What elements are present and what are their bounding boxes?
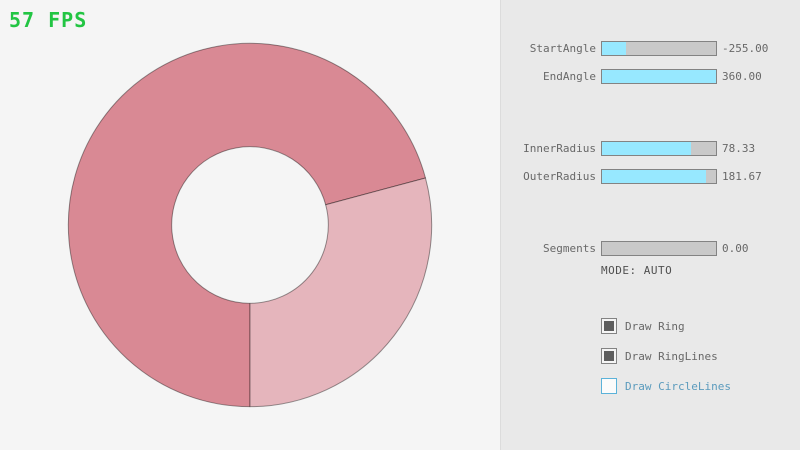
slider-value: -255.00 xyxy=(722,41,769,55)
slider-row-innerradius: InnerRadius 78.33 xyxy=(501,140,800,156)
checkbox-box[interactable] xyxy=(601,348,617,364)
slider-fill xyxy=(602,141,691,155)
slider-outerradius[interactable] xyxy=(601,168,717,184)
mode-label: MODE: AUTO xyxy=(601,264,673,277)
slider-row-outerradius: OuterRadius 181.67 xyxy=(501,168,800,184)
checkbox-label: Draw RingLines xyxy=(625,349,718,363)
slider-label: EndAngle xyxy=(543,69,596,83)
slider-fill xyxy=(602,69,716,83)
slider-row-segments: Segments 0.00 xyxy=(501,240,800,256)
ring-drawing-area xyxy=(67,42,433,408)
control-panel: StartAngle -255.00 EndAngle 360.00 Inner… xyxy=(500,0,800,450)
checkbox-draw-ring[interactable]: Draw Ring xyxy=(601,318,685,334)
checkbox-box[interactable] xyxy=(601,318,617,334)
slider-label: InnerRadius xyxy=(523,141,596,155)
slider-value: 360.00 xyxy=(722,69,762,83)
slider-row-startangle: StartAngle -255.00 xyxy=(501,40,800,56)
slider-fill xyxy=(602,169,706,183)
slider-endangle[interactable] xyxy=(601,68,717,84)
slider-label: StartAngle xyxy=(529,41,596,55)
slider-startangle[interactable] xyxy=(601,40,717,56)
checkbox-draw-ringlines[interactable]: Draw RingLines xyxy=(601,348,718,364)
checkbox-box[interactable] xyxy=(601,378,617,394)
fps-counter: 57 FPS xyxy=(9,8,88,32)
checkbox-draw-circlelines[interactable]: Draw CircleLines xyxy=(601,378,731,394)
slider-row-endangle: EndAngle 360.00 xyxy=(501,68,800,84)
checkbox-label: Draw CircleLines xyxy=(625,379,731,393)
slider-fill xyxy=(602,41,626,55)
slider-value: 78.33 xyxy=(722,141,756,155)
slider-value: 0.00 xyxy=(722,241,749,255)
checkbox-label: Draw Ring xyxy=(625,319,685,333)
slider-label: OuterRadius xyxy=(523,169,596,183)
ring-sector-light xyxy=(249,177,433,408)
slider-label: Segments xyxy=(543,241,596,255)
slider-segments[interactable] xyxy=(601,240,717,256)
slider-innerradius[interactable] xyxy=(601,140,717,156)
slider-value: 181.67 xyxy=(722,169,762,183)
ring-sector-dark xyxy=(67,42,427,408)
